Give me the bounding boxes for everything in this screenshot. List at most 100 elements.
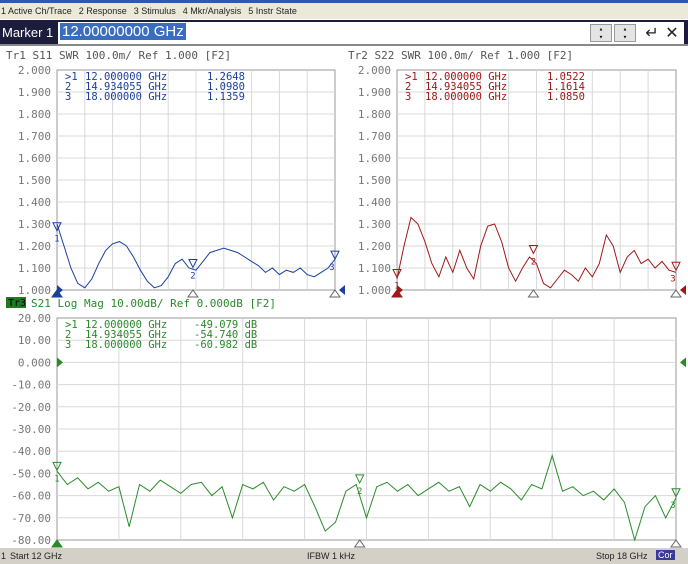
trace3-marker-freq: 12.000000 GHz <box>85 319 167 331</box>
trace1-ytick-label: 1.200 <box>18 240 51 253</box>
trace3-ytick-label: -30.00 <box>11 423 51 436</box>
tr3-badge-label: Tr3 <box>8 298 26 309</box>
trace3-marker-value: -54.740 dB <box>194 329 257 341</box>
trace1-marker-freq: 18.000000 GHz <box>85 91 167 103</box>
trace3-stimulus-marker <box>51 539 63 548</box>
trace1-marker-freq: 12.000000 GHz <box>85 71 167 83</box>
trace1-ytick-label: 2.000 <box>18 64 51 77</box>
trace2-marker-id: >1 <box>405 71 418 83</box>
trace2-ytick-label: 1.900 <box>358 86 391 99</box>
trace3-marker-3-label: 3 <box>670 501 675 511</box>
trace3-ref-right-icon <box>680 357 686 368</box>
trace1-ytick-label: 1.900 <box>18 86 51 99</box>
trace1-marker-2-label: 2 <box>190 271 195 281</box>
trace1-ref-right-icon <box>339 285 345 295</box>
trace1-ytick-label: 1.300 <box>18 218 51 231</box>
menu-active-ch-trace[interactable]: 1 Active Ch/Trace <box>1 6 72 16</box>
trace2-marker-freq: 12.000000 GHz <box>425 71 507 83</box>
trace1-marker-3-label: 3 <box>329 263 334 273</box>
trace3-marker-1-triangle <box>52 461 62 472</box>
trace1-stimulus-marker <box>329 289 341 298</box>
trace2-marker-freq: 18.000000 GHz <box>425 91 507 103</box>
trace1-marker-id: 2 <box>65 81 71 93</box>
trace1-ytick-label: 1.400 <box>18 196 51 209</box>
trace1-marker-3-triangle <box>330 250 340 261</box>
correction-badge: Cor <box>656 550 675 560</box>
trace2-ytick-label: 1.800 <box>358 108 391 121</box>
entry-bar: Marker 1 12.00000000 GHz ▴ ▾ ▴ ▾ ↵ ✕ <box>0 20 688 46</box>
trace1-marker-id: 3 <box>65 91 71 103</box>
menu-instr-state[interactable]: 5 Instr State <box>248 6 297 16</box>
trace3-marker-1-label: 1 <box>54 474 59 484</box>
trace2-ytick-label: 1.600 <box>358 152 391 165</box>
trace3-ytick-label: 10.00 <box>18 334 51 347</box>
trace2-marker-2-triangle <box>528 244 539 255</box>
trace1-marker-freq: 14.934055 GHz <box>85 81 167 93</box>
trace3-ytick-label: -80.00 <box>11 534 51 547</box>
trace1-marker-2-triangle <box>188 258 198 269</box>
trace3-ytick-label: -20.00 <box>11 401 51 414</box>
trace1-marker-1-label: 1 <box>54 235 59 245</box>
trace1-header: Tr1 S11 SWR 100.0m/ Ref 1.000 [F2] <box>6 49 231 62</box>
trace1-ytick-label: 1.000 <box>18 284 51 297</box>
menu-response[interactable]: 2 Response <box>78 6 127 16</box>
trace1-stimulus-marker <box>186 289 199 298</box>
trace2-ytick-label: 1.100 <box>358 262 391 275</box>
trace3-ytick-label: -70.00 <box>11 512 51 525</box>
marker-value-input[interactable]: 12.00000000 GHz ▴ ▾ ▴ ▾ ↵ ✕ <box>58 22 684 44</box>
start-frequency[interactable]: Start 12 GHz <box>10 551 63 561</box>
trace3-marker-id: >1 <box>65 319 78 331</box>
trace2-ytick-label: 1.300 <box>358 218 391 231</box>
trace1-marker-value: 1.2648 <box>207 71 245 83</box>
trace3-marker-id: 2 <box>65 329 71 341</box>
trace2-marker-value: 1.1614 <box>547 81 585 93</box>
trace1-ytick-label: 1.700 <box>18 130 51 143</box>
trace3-marker-2-label: 2 <box>357 487 362 497</box>
tr3-badge <box>6 297 26 308</box>
softkey-menu-bar: 1 Active Ch/Trace 2 Response 3 Stimulus … <box>0 3 688 19</box>
trace1-ytick-label: 1.600 <box>18 152 51 165</box>
close-icon[interactable]: ✕ <box>665 23 679 42</box>
trace3-marker-id: 3 <box>65 339 71 351</box>
trace2-marker-2-label: 2 <box>531 257 536 267</box>
ifbw[interactable]: IFBW 1 kHz <box>307 551 356 561</box>
trace3-ytick-label: -50.00 <box>11 467 51 480</box>
trace3-ytick-label: 20.00 <box>18 312 51 325</box>
enter-icon[interactable]: ↵ <box>645 23 659 42</box>
menu-mkr-analysis[interactable]: 4 Mkr/Analysis <box>182 6 242 16</box>
trace1-marker-id: >1 <box>65 71 78 83</box>
trace2-marker-value: 1.0850 <box>547 91 585 103</box>
trace2-line <box>396 216 677 289</box>
plot-area: 2.000 1.900 1.800 1.700 1.600 1.500 1.400 1.300… <box>6 49 686 548</box>
trace2-ytick-label: 1.400 <box>358 196 391 209</box>
trace1-ytick-label: 1.100 <box>18 262 51 275</box>
trace2-ytick-label: 1.000 <box>358 284 391 297</box>
trace1-ref-left-icon <box>57 285 63 295</box>
spin-fine-button[interactable]: ▴ ▾ <box>614 24 636 42</box>
trace3-ytick-label: -60.00 <box>11 490 51 503</box>
trace2-marker-value: 1.0522 <box>547 71 585 83</box>
trace2-marker-id: 3 <box>405 91 411 103</box>
spin-coarse-button[interactable]: ▴ ▾ <box>590 24 612 42</box>
trace3-ytick-label: -40.00 <box>11 445 51 458</box>
trace1-line <box>56 223 336 289</box>
trace2-ref-right-icon <box>680 285 686 295</box>
trace3-ytick-label: -10.00 <box>11 379 51 392</box>
trace2-marker-freq: 14.934055 GHz <box>425 81 507 93</box>
trace2-marker-1-triangle <box>392 269 402 279</box>
stop-frequency[interactable]: Stop 18 GHz <box>596 551 648 561</box>
trace3-marker-value: -60.982 dB <box>194 339 257 351</box>
trace2-ytick-label: 2.000 <box>358 64 391 77</box>
trace3-ytick-label: 0.000 <box>18 356 51 369</box>
trace3-marker-freq: 18.000000 GHz <box>85 339 167 351</box>
menu-stimulus[interactable]: 3 Stimulus <box>133 6 176 16</box>
trace1-marker-value: 1.0980 <box>207 81 245 93</box>
trace3-header: S21 Log Mag 10.00dB/ Ref 0.000dB [F2] <box>31 297 276 310</box>
trace2-ytick-label: 1.700 <box>358 130 391 143</box>
trace2-marker-3-triangle <box>671 261 681 272</box>
marker-value-text: 12.00000000 GHz <box>60 23 186 40</box>
trace1-marker-value: 1.1359 <box>207 91 245 103</box>
trace3-line <box>56 453 677 542</box>
entry-label: Marker 1 <box>2 25 54 40</box>
trace2-stimulus-marker <box>527 289 540 298</box>
